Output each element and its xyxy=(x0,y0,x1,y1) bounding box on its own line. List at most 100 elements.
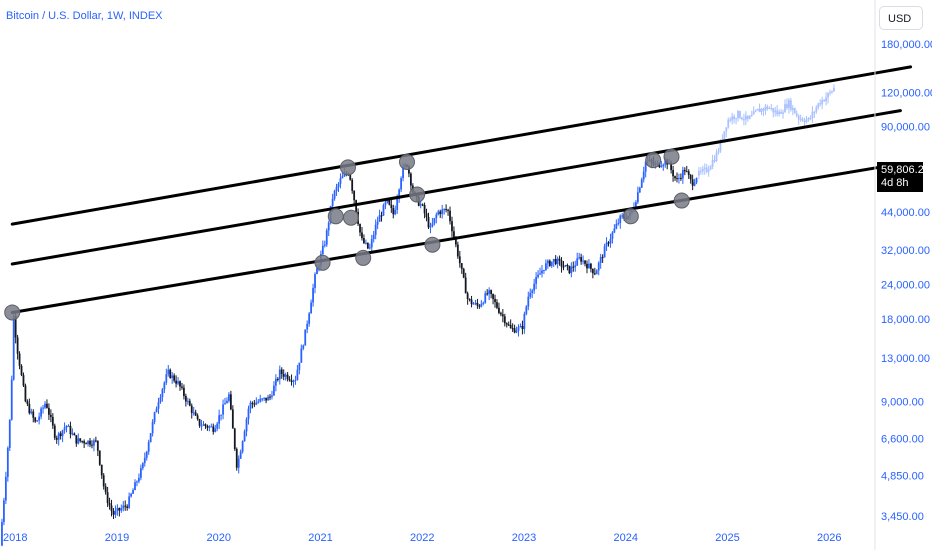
candle xyxy=(237,458,240,468)
candle xyxy=(398,189,401,200)
projection-candle xyxy=(713,159,716,162)
candle xyxy=(349,174,352,180)
candle xyxy=(331,198,334,206)
candle xyxy=(10,379,13,420)
candle xyxy=(458,256,461,264)
projection-candle xyxy=(776,110,779,115)
candle xyxy=(568,265,571,274)
candle xyxy=(216,423,219,429)
candle xyxy=(271,395,273,397)
candle xyxy=(83,441,86,444)
candle xyxy=(269,396,271,398)
projection-candle xyxy=(758,108,761,113)
candle xyxy=(273,385,275,396)
candle xyxy=(85,443,87,445)
price-tick-label: 180,000.00 xyxy=(881,39,932,51)
candle xyxy=(138,477,140,482)
candle xyxy=(537,274,539,278)
candle xyxy=(14,316,17,338)
touch-marker xyxy=(343,209,360,226)
candle xyxy=(380,215,383,217)
candle xyxy=(609,238,612,244)
candle xyxy=(274,378,277,386)
candle xyxy=(615,223,618,229)
candle xyxy=(218,415,221,424)
countdown-label: 4d 8h xyxy=(881,177,909,189)
projection-candle xyxy=(780,111,782,114)
candle xyxy=(231,409,234,429)
price-axis: 180,000.00 120,000.00 90,000.00 44,000.00 32… xyxy=(881,39,932,523)
projection-candle xyxy=(768,108,771,110)
candle xyxy=(169,369,172,378)
candle xyxy=(22,375,25,386)
candle xyxy=(288,379,291,381)
currency-button[interactable]: USD xyxy=(879,6,923,30)
candle xyxy=(4,476,7,501)
projection-candle xyxy=(823,99,826,102)
candle xyxy=(562,266,565,268)
candle xyxy=(12,316,15,380)
candle xyxy=(523,313,526,330)
candle xyxy=(468,298,471,300)
candle xyxy=(642,171,645,180)
candle xyxy=(548,260,551,266)
candle xyxy=(184,396,187,402)
candle xyxy=(683,169,686,172)
candle xyxy=(126,506,129,508)
candle xyxy=(224,403,226,405)
projection-candle xyxy=(786,104,788,108)
candle xyxy=(488,290,491,295)
candle xyxy=(693,182,696,186)
projection-candle xyxy=(709,166,712,170)
candle xyxy=(280,369,283,375)
time-tick-label: 2025 xyxy=(715,532,739,544)
candle xyxy=(57,433,60,440)
candle xyxy=(333,190,336,199)
touch-marker xyxy=(314,254,331,271)
candle xyxy=(202,424,205,426)
candle xyxy=(267,396,269,401)
time-axis: 2018 2019 2020 2021 2022 2023 2024 2025 2026 xyxy=(3,532,841,544)
candle xyxy=(541,270,543,274)
candle xyxy=(337,183,340,188)
projection-candle xyxy=(701,168,704,172)
candle xyxy=(302,345,305,349)
touch-marker xyxy=(645,152,662,169)
candle xyxy=(611,232,614,239)
candle xyxy=(257,401,260,403)
trendlines-layer xyxy=(10,65,913,314)
candle xyxy=(691,179,694,186)
touch-marker xyxy=(622,208,639,225)
projection-candle xyxy=(748,116,751,119)
candle xyxy=(181,386,183,388)
candle xyxy=(34,417,37,422)
touch-markers-layer xyxy=(4,148,690,321)
candle xyxy=(179,381,181,387)
candle xyxy=(204,424,207,426)
time-tick-label: 2020 xyxy=(207,532,231,544)
price-tick-label: 6,600.00 xyxy=(881,434,924,446)
last-price-value: 59,806.27 xyxy=(881,164,930,176)
candle xyxy=(531,290,534,293)
projection-candle xyxy=(803,120,806,122)
candle xyxy=(112,511,115,515)
candle xyxy=(525,306,528,314)
candle xyxy=(310,302,313,314)
candle xyxy=(593,273,596,275)
projection-candle xyxy=(725,127,728,132)
projection-layer xyxy=(698,84,835,180)
candle xyxy=(343,173,346,177)
projection-candle xyxy=(809,117,812,119)
candle xyxy=(40,408,42,417)
touch-marker xyxy=(339,159,356,176)
projection-candle xyxy=(793,107,796,114)
candle xyxy=(372,234,375,240)
candle xyxy=(570,266,573,274)
projection-candle xyxy=(735,118,737,120)
candle xyxy=(492,293,494,299)
candle xyxy=(546,260,549,264)
candle xyxy=(38,416,41,421)
projection-candle xyxy=(698,170,700,176)
touch-marker xyxy=(327,208,344,225)
